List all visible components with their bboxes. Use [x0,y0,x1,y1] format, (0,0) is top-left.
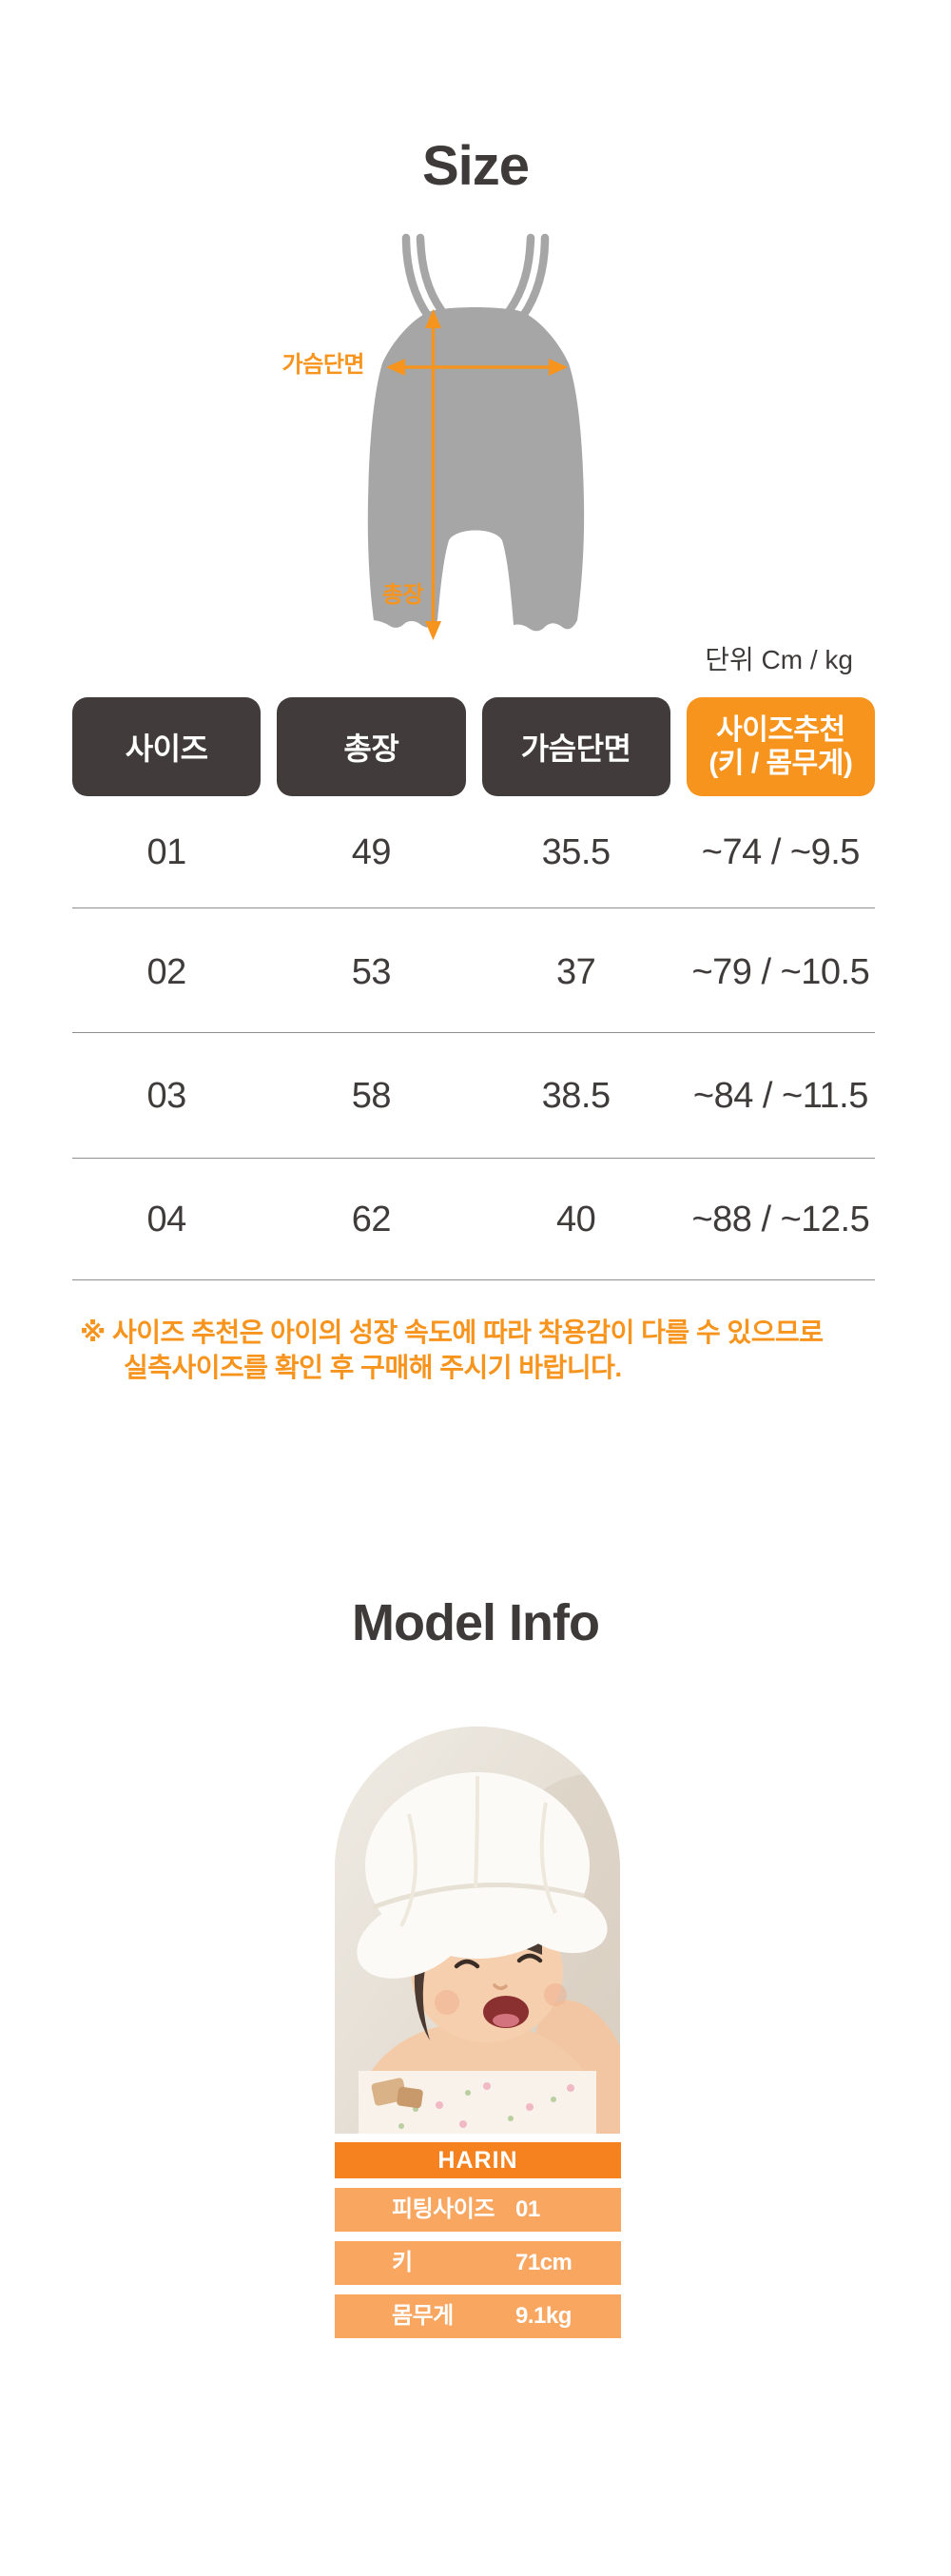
spec-label: 몸무게 [392,2303,454,2329]
total-length-label: 총장 [382,582,424,608]
model-photo-illustration [335,1727,620,2134]
unit-label: 단위 Cm / kg [705,645,853,674]
size-table-header-row: 사이즈 총장 가슴단면 사이즈추천 (키 / 몸무게) [72,697,875,796]
model-name: HARIN [437,2146,518,2174]
header-total-length: 총장 [277,697,466,796]
cell-chest: 35.5 [541,832,611,872]
header-recommend-line1: 사이즈추천 [716,713,845,746]
table-row: 01 49 35.5 ~74 / ~9.5 [72,831,875,873]
garment-straps [401,233,550,321]
spec-value: 9.1kg [515,2303,572,2329]
cell-length: 49 [351,832,392,872]
row-divider [72,1032,875,1033]
cell-chest: 40 [555,1200,596,1239]
cell-recommend: ~74 / ~9.5 [701,832,861,872]
measure-arrows [386,309,568,640]
table-row: 03 58 38.5 ~84 / ~11.5 [72,1075,875,1117]
garment-body [367,307,585,632]
model-spec-height: 키 71cm [335,2241,621,2285]
cell-size: 02 [146,952,186,992]
header-chest-width: 가슴단면 [481,697,670,796]
size-section-title: Size [421,134,530,197]
cell-recommend: ~84 / ~11.5 [692,1076,868,1116]
cell-length: 53 [351,952,392,992]
notice-line1: ※ 사이즈 추천은 아이의 성장 속도에 따라 착용감이 다를 수 있으므로 [80,1317,824,1347]
header-chest-width-label: 가슴단면 [520,732,631,766]
header-size-label: 사이즈 [125,732,208,766]
model-spec-fitting-size: 피팅사이즈 01 [335,2188,621,2232]
cell-size: 01 [146,832,186,872]
model-photo [335,1727,620,2134]
header-size: 사이즈 [72,697,262,796]
header-recommend-line2: (키 / 몸무게) [708,748,853,779]
spec-value: 01 [515,2196,540,2222]
notice-line2: 실측사이즈를 확인 후 구매해 주시기 바랍니다. [124,1353,622,1382]
row-divider [72,1158,875,1159]
toy-blocks [371,2078,423,2109]
model-spec-weight: 몸무게 9.1kg [335,2294,621,2338]
cell-recommend: ~88 / ~12.5 [691,1200,870,1239]
cell-size: 04 [146,1200,186,1239]
cell-length: 62 [351,1200,392,1239]
chest-width-label: 가슴단면 [281,352,365,378]
cell-length: 58 [351,1076,392,1116]
cell-recommend: ~79 / ~10.5 [691,952,870,992]
size-notice: ※ 사이즈 추천은 아이의 성장 속도에 따라 착용감이 다를 수 있으므로 실… [80,1315,898,1385]
spec-label: 피팅사이즈 [392,2196,495,2222]
header-total-length-label: 총장 [343,732,399,766]
header-size-recommend: 사이즈추천 (키 / 몸무게) [686,697,875,796]
row-divider [72,907,875,908]
bonnet [357,1772,608,1979]
cell-size: 03 [146,1076,186,1116]
garment-diagram [367,233,585,640]
table-row: 02 53 37 ~79 / ~10.5 [72,951,875,993]
table-row: 04 62 40 ~88 / ~12.5 [72,1199,875,1240]
model-name-bar: HARIN [335,2142,621,2178]
cell-chest: 37 [555,952,596,992]
cell-chest: 38.5 [541,1076,611,1116]
spec-value: 71cm [515,2250,573,2275]
model-info-title: Model Info [352,1593,600,1651]
spec-label: 키 [392,2250,413,2275]
row-divider [72,1279,875,1280]
